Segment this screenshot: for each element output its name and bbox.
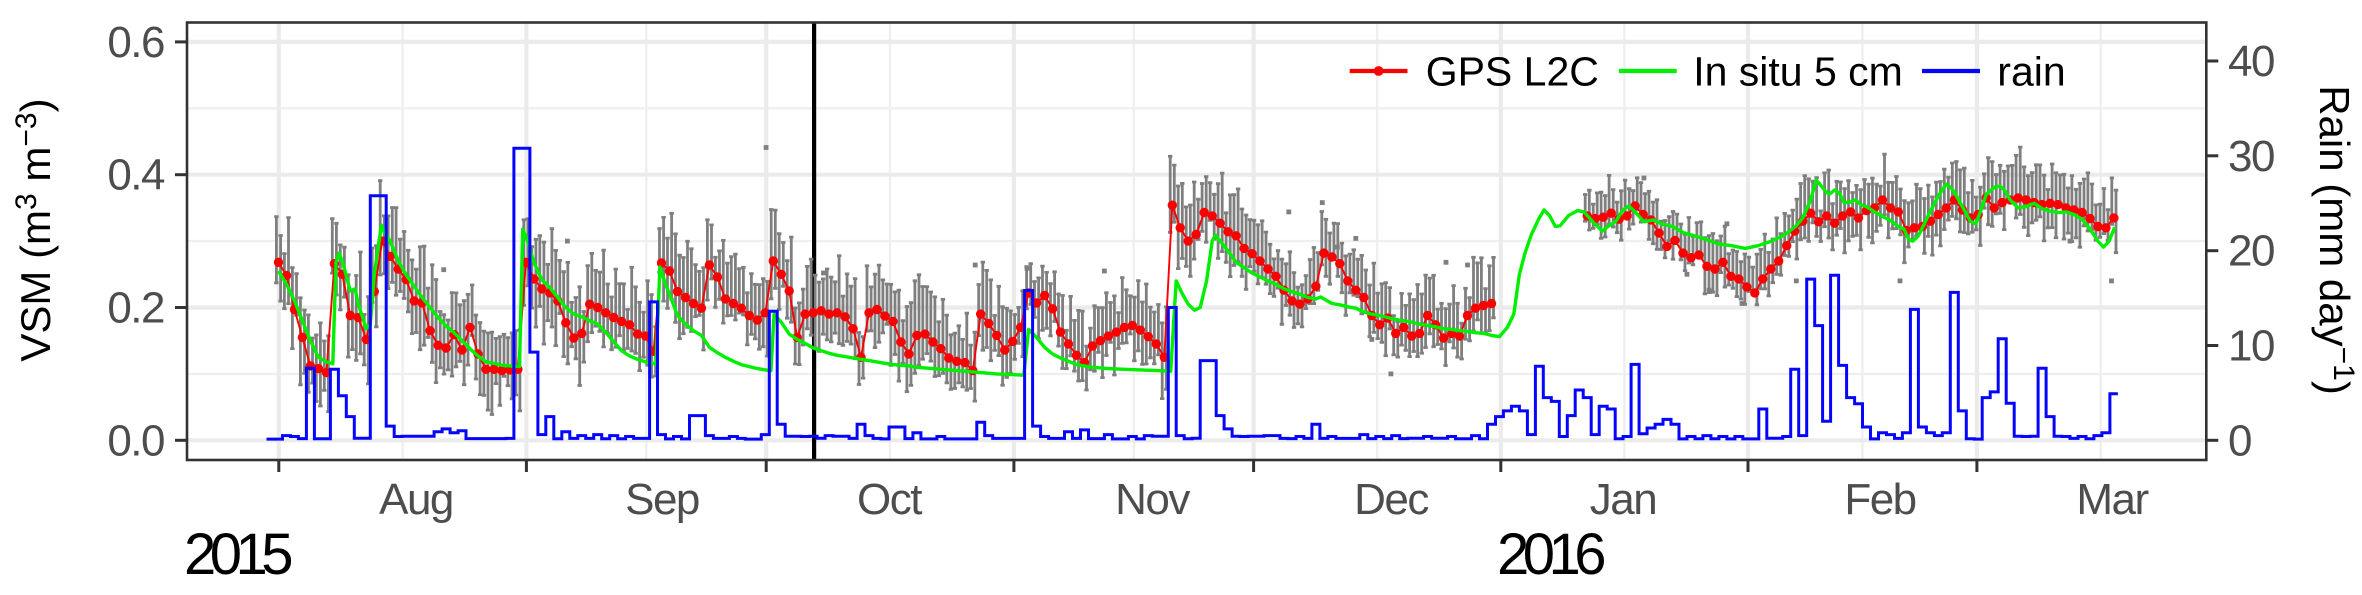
svg-text:2016: 2016 (1497, 522, 1604, 587)
svg-text:Jan: Jan (1590, 475, 1656, 524)
svg-text:10: 10 (2228, 322, 2274, 371)
svg-text:0: 0 (2228, 416, 2251, 465)
svg-text:20: 20 (2228, 227, 2274, 276)
svg-text:Dec: Dec (1354, 475, 1428, 524)
svg-text:In situ 5 cm: In situ 5 cm (1693, 49, 1903, 95)
svg-text:0.6: 0.6 (107, 18, 164, 67)
svg-text:Feb: Feb (1844, 475, 1915, 524)
svg-text:Rain (mm day−1): Rain (mm day−1) (2311, 85, 2360, 395)
svg-text:0.0: 0.0 (107, 416, 164, 465)
svg-text:30: 30 (2228, 132, 2274, 181)
svg-text:Nov: Nov (1115, 475, 1190, 524)
svg-text:GPS L2C: GPS L2C (1426, 49, 1599, 95)
svg-text:Oct: Oct (857, 475, 922, 524)
svg-text:0.4: 0.4 (107, 151, 165, 200)
svg-text:rain: rain (1997, 49, 2065, 95)
svg-text:Sep: Sep (625, 475, 699, 524)
svg-text:0.2: 0.2 (107, 284, 164, 333)
svg-text:40: 40 (2228, 37, 2274, 86)
svg-text:Mar: Mar (2076, 475, 2148, 524)
svg-text:Aug: Aug (379, 475, 453, 524)
svg-text:2015: 2015 (184, 522, 291, 587)
